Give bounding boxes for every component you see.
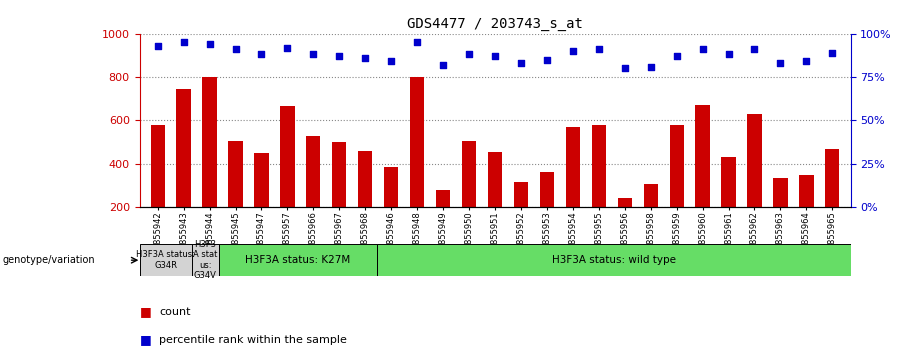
Bar (566, 127, 580, 251)
Bar (722, 157, 735, 251)
Bar (462, 141, 476, 251)
Bar (747, 114, 761, 251)
Bar (229, 141, 243, 251)
Point (255, 52, 269, 57)
Point (202, 41, 217, 47)
Bar (514, 182, 528, 251)
Point (721, 52, 735, 57)
Point (644, 64, 658, 69)
Point (306, 52, 320, 57)
Bar (773, 178, 788, 251)
Title: GDS4477 / 203743_s_at: GDS4477 / 203743_s_at (407, 17, 583, 31)
Bar (410, 77, 424, 251)
Text: H3F3A status: wild type: H3F3A status: wild type (552, 255, 676, 265)
Point (773, 60, 788, 66)
Bar (176, 89, 191, 251)
Point (514, 60, 528, 66)
Bar (202, 77, 217, 251)
Point (462, 52, 476, 57)
Bar (540, 172, 554, 251)
Text: count: count (159, 307, 191, 316)
Text: ■: ■ (140, 333, 151, 346)
Point (384, 58, 399, 64)
Point (436, 62, 450, 68)
Point (565, 48, 580, 54)
Bar (670, 125, 684, 251)
Bar (825, 149, 840, 251)
Bar (799, 175, 814, 251)
Bar (384, 167, 399, 251)
Text: H3F3A status: K27M: H3F3A status: K27M (245, 255, 350, 265)
Point (670, 53, 684, 59)
Point (799, 58, 814, 64)
Bar (696, 105, 710, 251)
Bar (255, 153, 268, 251)
Bar (436, 190, 450, 251)
Text: H3F3
A stat
us:
G34V: H3F3 A stat us: G34V (194, 240, 218, 280)
Bar (358, 151, 373, 251)
Point (747, 46, 761, 52)
Point (540, 57, 554, 62)
Point (488, 53, 502, 59)
Bar (306, 136, 320, 251)
Point (229, 46, 243, 52)
Point (591, 46, 606, 52)
Bar (617, 198, 632, 251)
Text: ■: ■ (140, 305, 151, 318)
Point (150, 43, 165, 48)
Point (825, 50, 840, 56)
Point (410, 40, 425, 45)
Bar (591, 125, 606, 251)
Bar (332, 142, 347, 251)
Text: H3F3A status:
G34R: H3F3A status: G34R (137, 251, 195, 270)
Point (617, 65, 632, 71)
Bar (150, 125, 165, 251)
Text: genotype/variation: genotype/variation (3, 255, 95, 265)
Text: percentile rank within the sample: percentile rank within the sample (159, 335, 347, 345)
Bar (219, 244, 376, 276)
Bar (280, 106, 294, 251)
Bar (488, 152, 502, 251)
Point (176, 40, 191, 45)
Point (332, 53, 347, 59)
Point (696, 46, 710, 52)
Bar (193, 244, 219, 276)
Bar (644, 184, 658, 251)
Point (280, 45, 294, 50)
Point (358, 55, 373, 61)
Bar (140, 244, 193, 276)
Bar (376, 244, 850, 276)
